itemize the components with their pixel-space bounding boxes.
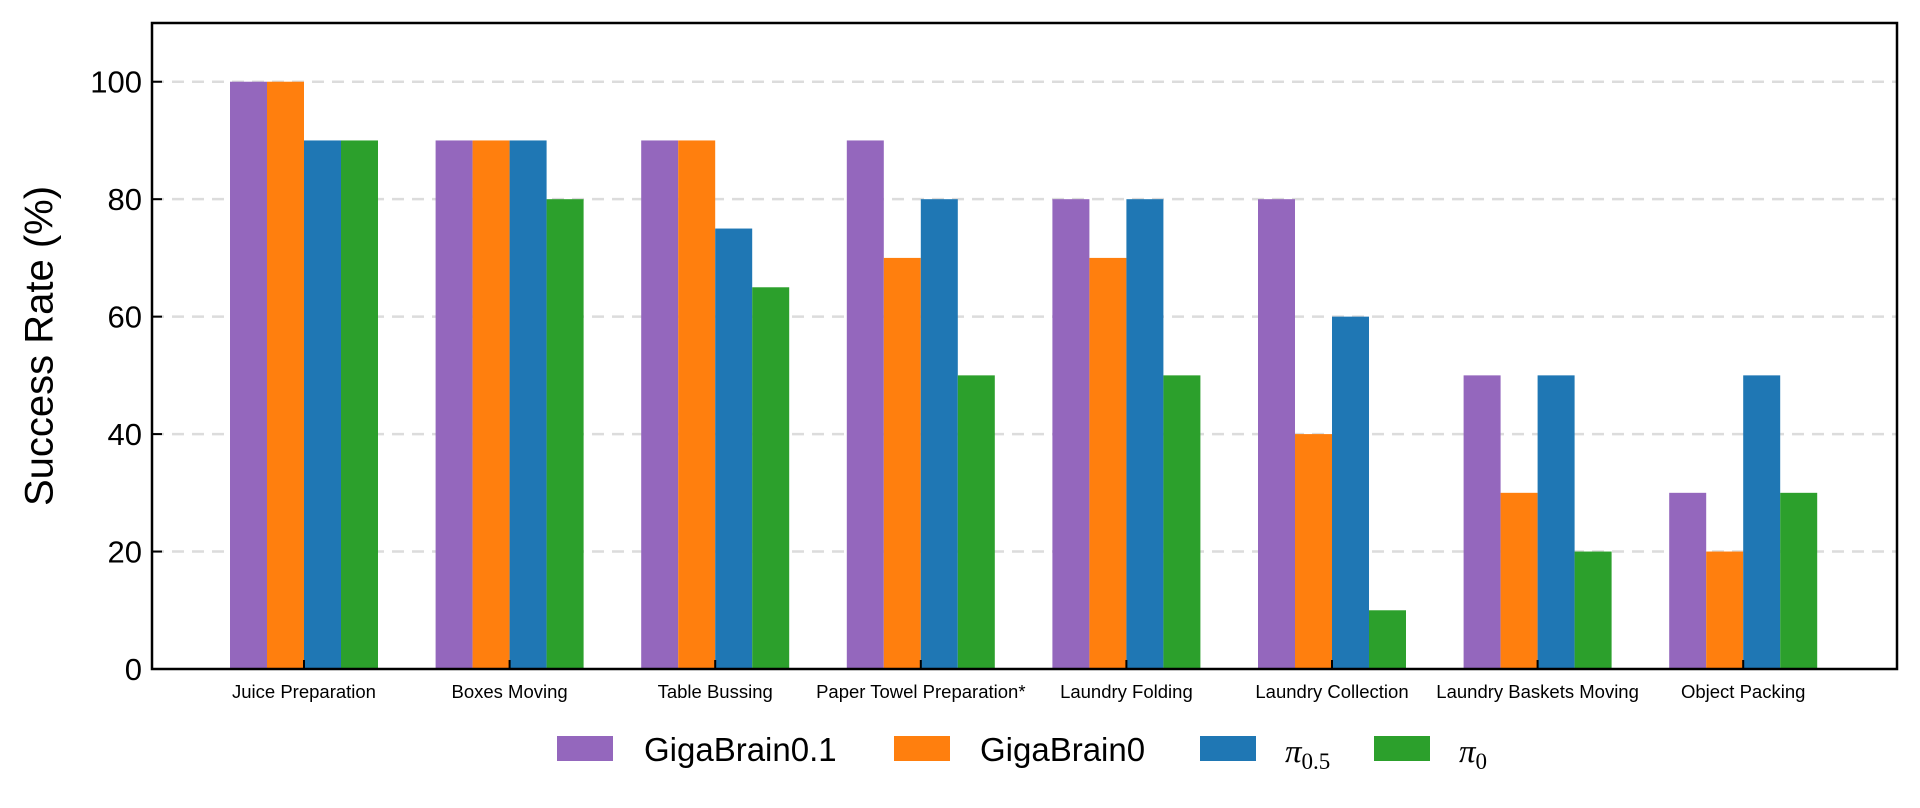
legend-swatch bbox=[1200, 736, 1256, 761]
bar bbox=[267, 81, 304, 669]
x-tick-label: Object Packing bbox=[1681, 681, 1805, 702]
legend: GigaBrain0.1 GigaBrain0 π0.5 π0 bbox=[557, 731, 1487, 774]
bar bbox=[1669, 492, 1707, 669]
plot-frame bbox=[150, 21, 1899, 671]
bar bbox=[546, 199, 584, 669]
y-axis: 0 20 40 60 80 100 bbox=[90, 65, 162, 687]
legend-swatch bbox=[1374, 736, 1430, 761]
bar bbox=[846, 140, 884, 670]
y-tick-label: 20 bbox=[108, 535, 142, 570]
bar bbox=[1463, 375, 1501, 669]
bar bbox=[230, 81, 267, 669]
legend-swatch bbox=[557, 736, 613, 761]
y-tick-label: 100 bbox=[90, 65, 142, 100]
bar bbox=[1258, 199, 1295, 669]
x-tick-label: Table Bussing bbox=[658, 681, 773, 702]
y-tick-label: 60 bbox=[108, 300, 142, 335]
bar bbox=[472, 140, 510, 670]
bar bbox=[920, 199, 958, 669]
bar bbox=[883, 257, 921, 669]
bar bbox=[1574, 551, 1612, 669]
legend-label: π0.5 bbox=[1285, 734, 1330, 774]
bar bbox=[715, 228, 753, 669]
legend-swatch bbox=[894, 736, 950, 761]
bar bbox=[752, 287, 790, 669]
bar bbox=[1052, 199, 1090, 669]
bar bbox=[341, 140, 378, 670]
y-tick-label: 40 bbox=[108, 417, 142, 452]
bar bbox=[435, 140, 473, 670]
grid-lines bbox=[152, 80, 1897, 553]
bar bbox=[1743, 375, 1781, 669]
bar bbox=[509, 140, 547, 670]
bar bbox=[678, 140, 716, 670]
bar bbox=[641, 140, 679, 670]
legend-label: GigaBrain0.1 bbox=[644, 731, 837, 768]
legend-label: GigaBrain0 bbox=[980, 731, 1145, 768]
x-tick-label: Laundry Folding bbox=[1060, 681, 1193, 702]
x-tick-label: Paper Towel Preparation* bbox=[816, 681, 1025, 702]
bar bbox=[1500, 492, 1538, 669]
x-axis: Juice Preparation Boxes Moving Table Bussi… bbox=[232, 660, 1805, 702]
bar bbox=[1780, 492, 1818, 669]
bar bbox=[1332, 316, 1369, 669]
bar bbox=[1295, 434, 1332, 669]
x-tick-label: Laundry Collection bbox=[1255, 681, 1408, 702]
bars bbox=[230, 81, 1818, 670]
y-tick-label: 80 bbox=[108, 182, 142, 217]
x-tick-label: Laundry Baskets Moving bbox=[1436, 681, 1639, 702]
y-tick-label: 0 bbox=[125, 652, 142, 687]
x-tick-label: Juice Preparation bbox=[232, 681, 376, 702]
y-axis-label: Success Rate (%) bbox=[18, 186, 62, 506]
x-tick-label: Boxes Moving bbox=[451, 681, 567, 702]
bar bbox=[957, 375, 995, 669]
bar bbox=[1163, 375, 1201, 669]
bar bbox=[1089, 257, 1127, 669]
bar bbox=[1369, 610, 1406, 669]
legend-label: π0 bbox=[1459, 734, 1487, 774]
bar bbox=[1706, 551, 1744, 669]
bar bbox=[1126, 199, 1164, 669]
bar bbox=[1537, 375, 1575, 669]
bar bbox=[304, 140, 341, 670]
